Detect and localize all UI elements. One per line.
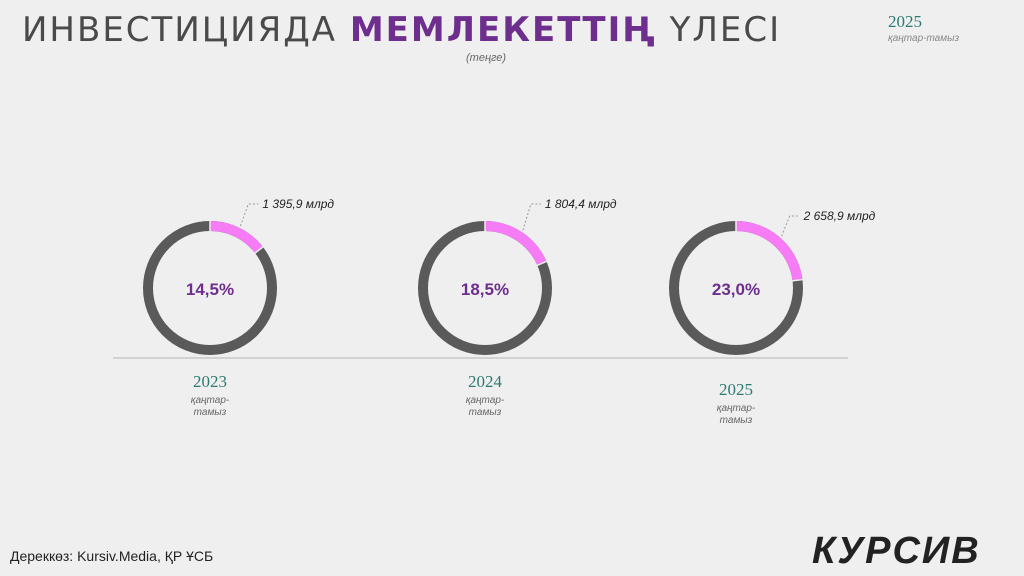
donut-separator-2024-1	[536, 260, 548, 267]
year-label-2025: 2025	[719, 380, 753, 399]
kursiv-logo: КУРСИВ	[812, 530, 981, 572]
share-percent-label-2025: 23,0%	[712, 280, 760, 299]
months-label-2023-0: қаңтар-	[191, 395, 230, 406]
period-year: 2025	[888, 12, 922, 31]
donut-share-arc-2024	[484, 221, 547, 266]
period-months: қаңтар-тамыз	[888, 33, 960, 44]
donut-separator-2025-1	[791, 278, 804, 282]
share-percent-label-2023: 14,5%	[186, 280, 234, 299]
title-part1: ИНВЕСТИЦИЯДА	[22, 10, 350, 50]
donut-share-arc-2025	[735, 221, 803, 282]
leader-line-2023	[239, 203, 259, 227]
months-label-2025-0: қаңтар-	[717, 403, 756, 414]
months-label-2023-1: тамыз	[194, 407, 227, 418]
leader-line-2024	[522, 203, 541, 231]
amount-label-2024: 1 804,4 млрд	[545, 197, 617, 211]
year-label-2023: 2023	[193, 372, 227, 391]
year-label-2024: 2024	[468, 372, 503, 391]
months-label-2025-1: тамыз	[720, 415, 753, 426]
title-accent: МЕМЛЕКЕТТІҢ	[349, 10, 657, 50]
share-percent-label-2024: 18,5%	[461, 280, 509, 299]
amount-label-2025: 2 658,9 млрд	[803, 209, 876, 223]
months-label-2024-0: қаңтар-	[466, 395, 505, 406]
chart-title: ИНВЕСТИЦИЯДА МЕМЛЕКЕТТІҢ ҮЛЕСІ	[22, 10, 781, 50]
leader-line-2025	[781, 215, 800, 237]
unit-label: (теңге)	[466, 52, 507, 64]
donut-separator-2023-1	[254, 246, 264, 254]
amount-label-2023: 1 395,9 млрд	[262, 197, 334, 211]
title-part2: ҮЛЕСІ	[656, 10, 782, 50]
months-label-2024-1: тамыз	[469, 407, 502, 418]
donut-share-arc-2023	[209, 221, 263, 254]
source-note: Дереккөз: Kursiv.Media, ҚР ҰСБ	[10, 548, 214, 564]
